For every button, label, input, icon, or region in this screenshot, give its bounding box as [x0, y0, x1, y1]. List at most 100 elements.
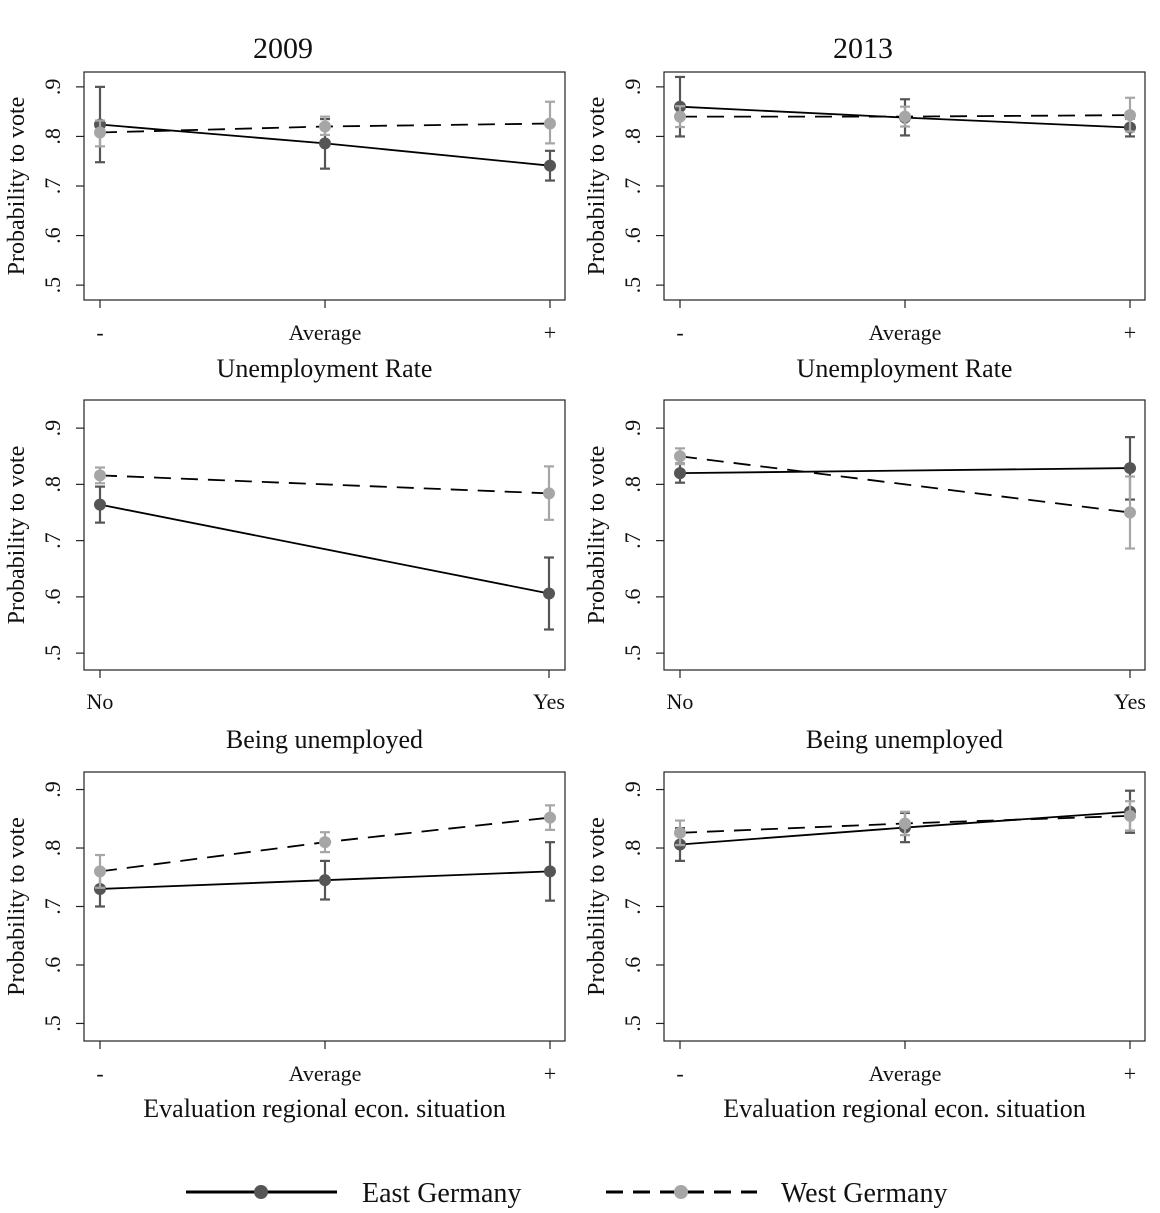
y-tick-label: .5: [620, 1015, 645, 1032]
x-tick-label: -: [676, 1061, 683, 1086]
data-point: [1124, 109, 1136, 122]
x-tick-label: Average: [869, 320, 942, 345]
legend-east-label: East Germany: [362, 1178, 521, 1209]
x-tick-label: +: [1124, 320, 1136, 345]
x-tick-label: +: [544, 320, 556, 345]
series-east-germany: [94, 485, 555, 631]
series-west-germany: [674, 800, 1136, 847]
plot-frame: [83, 71, 566, 301]
series-west-germany: [674, 96, 1136, 133]
chart-panel-2013-unemployment-rate: .5 .6 .7 .8 .9 Probability to vote - Average + Un…: [584, 71, 1146, 383]
data-point: [544, 865, 556, 878]
y-tick-label: .7: [620, 178, 645, 195]
y-tick-label: .8: [40, 840, 65, 857]
data-point: [543, 487, 555, 500]
y-tick-label: .8: [40, 128, 65, 145]
series-east-germany: [674, 436, 1136, 501]
x-axis-label: Being unemployed: [806, 725, 1003, 754]
data-point: [319, 836, 331, 849]
data-point: [94, 498, 106, 511]
chart-panel-2013-being-unemployed: .5 .6 .7 .8 .9 Probability to vote No Yes Being …: [584, 399, 1146, 754]
x-axis-label: Being unemployed: [226, 725, 423, 754]
y-tick-label: .6: [40, 227, 65, 244]
x-axis-label: Evaluation regional econ. situation: [143, 1094, 505, 1123]
y-tick-label: .5: [620, 645, 645, 662]
series-line: [679, 455, 1131, 514]
data-point: [674, 110, 686, 123]
data-point: [899, 817, 911, 830]
x-tick-label: -: [676, 320, 683, 345]
y-tick-label: .5: [620, 277, 645, 294]
chart-panel-2013-evaluation-regional: .5 .6 .7 .8 .9 Probability to vote - Average + Ev…: [584, 771, 1146, 1123]
series-line: [99, 503, 550, 595]
data-point: [544, 117, 556, 130]
series-west-germany: [94, 100, 556, 148]
x-tick-label: +: [544, 1061, 556, 1086]
x-tick-label: +: [1124, 1061, 1136, 1086]
data-point: [94, 126, 106, 139]
x-axis-label: Unemployment Rate: [217, 354, 433, 383]
x-tick-label: -: [96, 1061, 103, 1086]
series-west-germany: [94, 465, 555, 521]
x-tick-label: Yes: [1114, 689, 1146, 714]
y-tick-label: .8: [40, 476, 65, 493]
y-tick-label: .6: [620, 589, 645, 606]
data-point: [94, 865, 106, 878]
series-west-germany: [674, 447, 1136, 550]
y-tick-label: .6: [40, 957, 65, 974]
y-axis-label: Probability to vote: [584, 446, 610, 625]
series-west-germany: [94, 804, 556, 889]
x-tick-label: No: [87, 689, 114, 714]
data-point: [319, 137, 331, 150]
x-tick-label: Yes: [533, 689, 565, 714]
y-tick-label: .9: [40, 420, 65, 437]
x-tick-label: Average: [289, 1061, 362, 1086]
data-point: [1124, 506, 1136, 519]
y-tick-label: .6: [620, 957, 645, 974]
column-title-2009: 2009: [253, 32, 313, 65]
x-tick-label: Average: [289, 320, 362, 345]
y-tick-label: .8: [620, 476, 645, 493]
data-point: [674, 467, 686, 480]
y-tick-label: .5: [40, 645, 65, 662]
chart-panel-2009-evaluation-regional: .5 .6 .7 .8 .9 Probability to vote - Average + Ev…: [4, 771, 566, 1123]
data-point: [94, 469, 106, 482]
y-tick-label: .9: [620, 781, 645, 798]
x-tick-label: No: [667, 689, 694, 714]
y-axis-label: Probability to vote: [584, 817, 610, 996]
chart-panel-2009-being-unemployed: .5 .6 .7 .8 .9 Probability to vote No Yes Being …: [4, 399, 566, 754]
legend-west-label: West Germany: [781, 1178, 947, 1209]
y-tick-label: .7: [40, 898, 65, 915]
y-tick-label: .7: [40, 532, 65, 549]
data-point: [319, 120, 331, 133]
y-tick-label: .8: [620, 128, 645, 145]
data-point: [544, 159, 556, 172]
y-tick-label: .8: [620, 840, 645, 857]
series-line: [99, 474, 550, 495]
x-axis-label: Evaluation regional econ. situation: [723, 1094, 1085, 1123]
data-point: [674, 450, 686, 463]
y-tick-label: .7: [620, 532, 645, 549]
y-tick-label: .9: [40, 79, 65, 96]
x-tick-label: Average: [869, 1061, 942, 1086]
legend: East Germany West Germany: [186, 1178, 947, 1209]
y-axis-label: Probability to vote: [584, 97, 610, 276]
column-title-2013: 2013: [833, 32, 893, 65]
y-tick-label: .7: [40, 178, 65, 195]
chart-panel-2009-unemployment-rate: .5 .6 .7 .8 .9 Probability to vote - Average + Un…: [4, 71, 566, 383]
data-point: [94, 882, 106, 895]
data-point: [674, 826, 686, 839]
data-point: [543, 587, 555, 600]
y-tick-label: .9: [40, 781, 65, 798]
y-tick-label: .5: [40, 1015, 65, 1032]
plot-frame: [83, 399, 566, 671]
y-tick-label: .6: [40, 589, 65, 606]
data-point: [544, 811, 556, 824]
series-east-germany: [94, 841, 556, 908]
data-point: [319, 874, 331, 887]
y-tick-label: .9: [620, 420, 645, 437]
plot-frame: [663, 399, 1146, 671]
legend-east-marker: [254, 1185, 268, 1199]
panels: .5 .6 .7 .8 .9 Probability to vote - Average + Un…: [4, 71, 1146, 1123]
